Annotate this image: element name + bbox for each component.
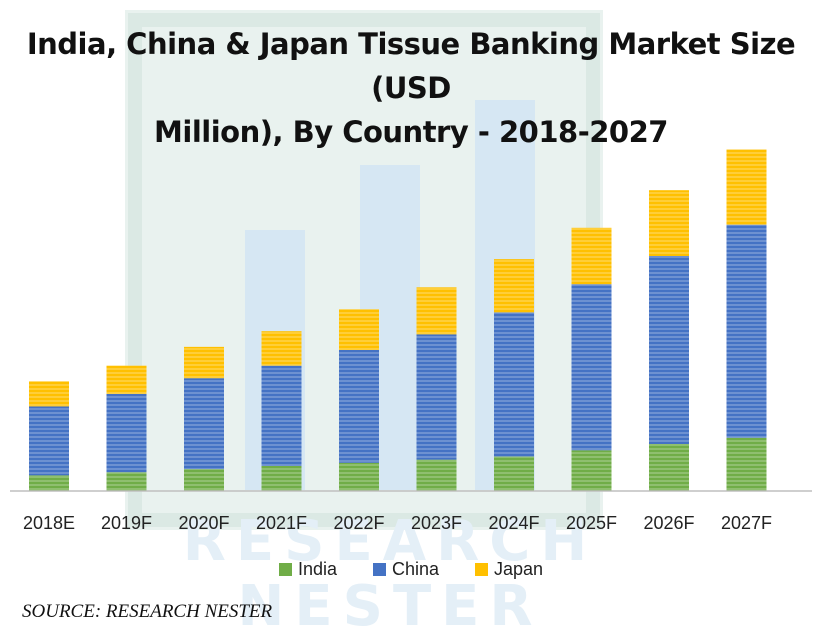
bar-texture-japan-2021F (261, 331, 302, 366)
x-tick-label-2023F: 2023F (411, 513, 462, 533)
x-tick-label-2019F: 2019F (101, 513, 152, 533)
bar-texture-japan-2024F (494, 259, 534, 313)
bar-texture-japan-2027F (726, 149, 767, 225)
bar-texture-india-2023F (416, 459, 457, 491)
x-tick-label-2022F: 2022F (333, 513, 384, 533)
bar-texture-china-2025F (571, 284, 612, 451)
bar-texture-india-2019F (106, 472, 147, 491)
bar-texture-india-2025F (571, 450, 612, 491)
bar-texture-china-2020F (184, 378, 224, 470)
x-tick-label-2024F: 2024F (488, 513, 539, 533)
bar-texture-india-2024F (494, 456, 534, 491)
legend-label-japan: Japan (494, 559, 544, 579)
legend-swatch-china (372, 563, 386, 576)
bars-group (29, 149, 767, 491)
bar-texture-india-2018E (29, 475, 69, 491)
bar-texture-china-2024F (494, 312, 534, 457)
legend-swatch-japan (475, 563, 489, 576)
legend-label-india: India (297, 559, 337, 579)
x-tick-label-2026F: 2026F (643, 513, 694, 533)
x-tick-label-2021F: 2021F (256, 513, 307, 533)
bar-texture-japan-2020F (184, 346, 224, 379)
bar-texture-japan-2018E (29, 381, 69, 407)
watermark-text-line-2: NESTER (237, 574, 542, 638)
bar-texture-china-2027F (726, 224, 767, 438)
bar-texture-china-2021F (261, 365, 302, 466)
x-tick-label-2020F: 2020F (178, 513, 229, 533)
x-tick-label-2027F: 2027F (721, 513, 772, 533)
bar-texture-china-2018E (29, 406, 69, 476)
bar-texture-china-2022F (339, 350, 379, 463)
legend-item-india: India (278, 559, 337, 580)
bar-texture-india-2022F (339, 462, 379, 491)
bar-texture-india-2027F (726, 437, 767, 491)
bar-texture-japan-2022F (339, 309, 379, 350)
bar-texture-japan-2026F (649, 190, 689, 256)
x-tick-labels: 2018E 2019F 2020F 2021F 2022F 2023F 2024F 2025F… (23, 513, 772, 533)
bar-texture-china-2023F (416, 334, 457, 460)
x-tick-label-2018E: 2018E (23, 513, 75, 533)
source-note: SOURCE: RESEARCH NESTER (22, 601, 273, 622)
bar-texture-japan-2025F (571, 227, 612, 285)
bar-texture-india-2026F (649, 444, 689, 491)
legend-item-japan: Japan (475, 559, 543, 580)
chart-title: India, China & Japan Tissue Banking Mark… (0, 22, 822, 154)
legend-swatch-india (278, 563, 292, 576)
chart-title-line-2: Million), By Country - 2018-2027 (154, 115, 668, 149)
legend-item-china: China (372, 559, 440, 580)
bar-texture-india-2021F (261, 465, 302, 491)
bar-texture-china-2019F (106, 393, 147, 473)
x-tick-label-2025F: 2025F (566, 513, 617, 533)
bar-texture-japan-2019F (106, 365, 147, 394)
legend: India China Japan (0, 559, 822, 580)
chart-title-line-1: India, China & Japan Tissue Banking Mark… (26, 27, 796, 105)
legend-label-china: China (391, 559, 440, 579)
bar-texture-india-2020F (184, 469, 224, 491)
bar-texture-japan-2023F (416, 287, 457, 335)
bar-texture-china-2026F (649, 256, 689, 444)
